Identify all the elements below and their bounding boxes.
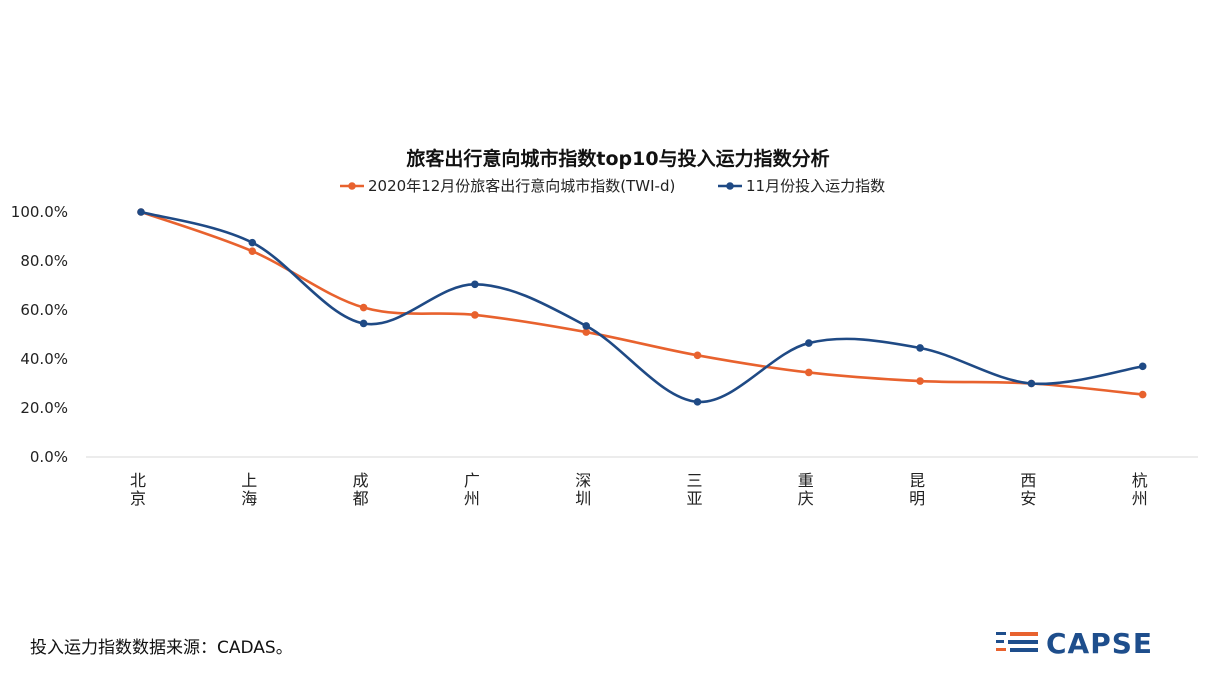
- data-point: [916, 344, 924, 352]
- x-tick-label: 广州: [464, 471, 480, 508]
- y-tick-label: 100.0%: [11, 203, 68, 221]
- data-point: [359, 319, 368, 328]
- data-point: [359, 303, 368, 312]
- y-axis: 0.0% 20.0% 40.0% 60.0% 80.0% 100.0%: [11, 203, 68, 466]
- legend-marker: [726, 182, 734, 190]
- x-tick-label: 成都: [353, 471, 369, 508]
- x-tick-label: 昆明: [909, 471, 925, 508]
- brand-logo: CAPSE: [996, 626, 1166, 660]
- data-point: [248, 238, 257, 247]
- data-point: [1138, 362, 1147, 371]
- data-point: [582, 328, 590, 336]
- x-tick-label: 上海: [241, 471, 257, 508]
- data-point: [1027, 379, 1036, 388]
- legend-label: 11月份投入运力指数: [746, 177, 885, 195]
- legend-item: 11月份投入运力指数: [718, 177, 885, 195]
- x-axis: 北京 上海 成都 广州 深圳 三亚 重庆 昆明 西安 杭州: [86, 456, 1198, 508]
- legend-item: 2020年12月份旅客出行意向城市指数(TWI-d): [340, 177, 675, 195]
- y-tick-label: 20.0%: [20, 399, 68, 417]
- y-tick-label: 40.0%: [20, 350, 68, 368]
- data-point: [1138, 390, 1147, 399]
- data-point: [693, 398, 702, 406]
- x-tick-label: 北京: [130, 471, 146, 508]
- footnote: 投入运力指数数据来源：CADAS。: [30, 638, 293, 658]
- data-point: [248, 247, 257, 255]
- data-point: [693, 351, 702, 360]
- series-line: [139, 210, 1144, 396]
- series-layer: [137, 208, 1147, 406]
- y-tick-label: 60.0%: [20, 301, 68, 319]
- legend-marker: [348, 182, 356, 190]
- x-tick-label: 杭州: [1132, 471, 1148, 508]
- data-point: [916, 377, 924, 385]
- chart-title: 旅客出行意向城市指数top10与投入运力指数分析: [406, 147, 829, 170]
- x-tick-label: 重庆: [798, 471, 814, 508]
- y-tick-label: 0.0%: [30, 448, 68, 466]
- data-point: [137, 208, 145, 216]
- data-point: [471, 280, 479, 289]
- series-line: [139, 210, 1144, 404]
- data-point: [805, 368, 813, 377]
- series-2: [137, 208, 1147, 406]
- x-tick-label: 西安: [1020, 471, 1036, 508]
- legend-label: 2020年12月份旅客出行意向城市指数(TWI-d): [368, 177, 675, 195]
- data-point: [805, 339, 813, 347]
- x-tick-label: 三亚: [686, 471, 702, 508]
- brand-name: CAPSE: [1046, 626, 1154, 660]
- y-tick-label: 80.0%: [20, 252, 68, 270]
- x-tick-label: 深圳: [575, 471, 591, 508]
- data-point: [582, 322, 590, 330]
- data-point: [471, 311, 479, 319]
- capse-logo-icon: [996, 632, 1038, 652]
- legend: 2020年12月份旅客出行意向城市指数(TWI-d) 11月份投入运力指数: [340, 177, 885, 195]
